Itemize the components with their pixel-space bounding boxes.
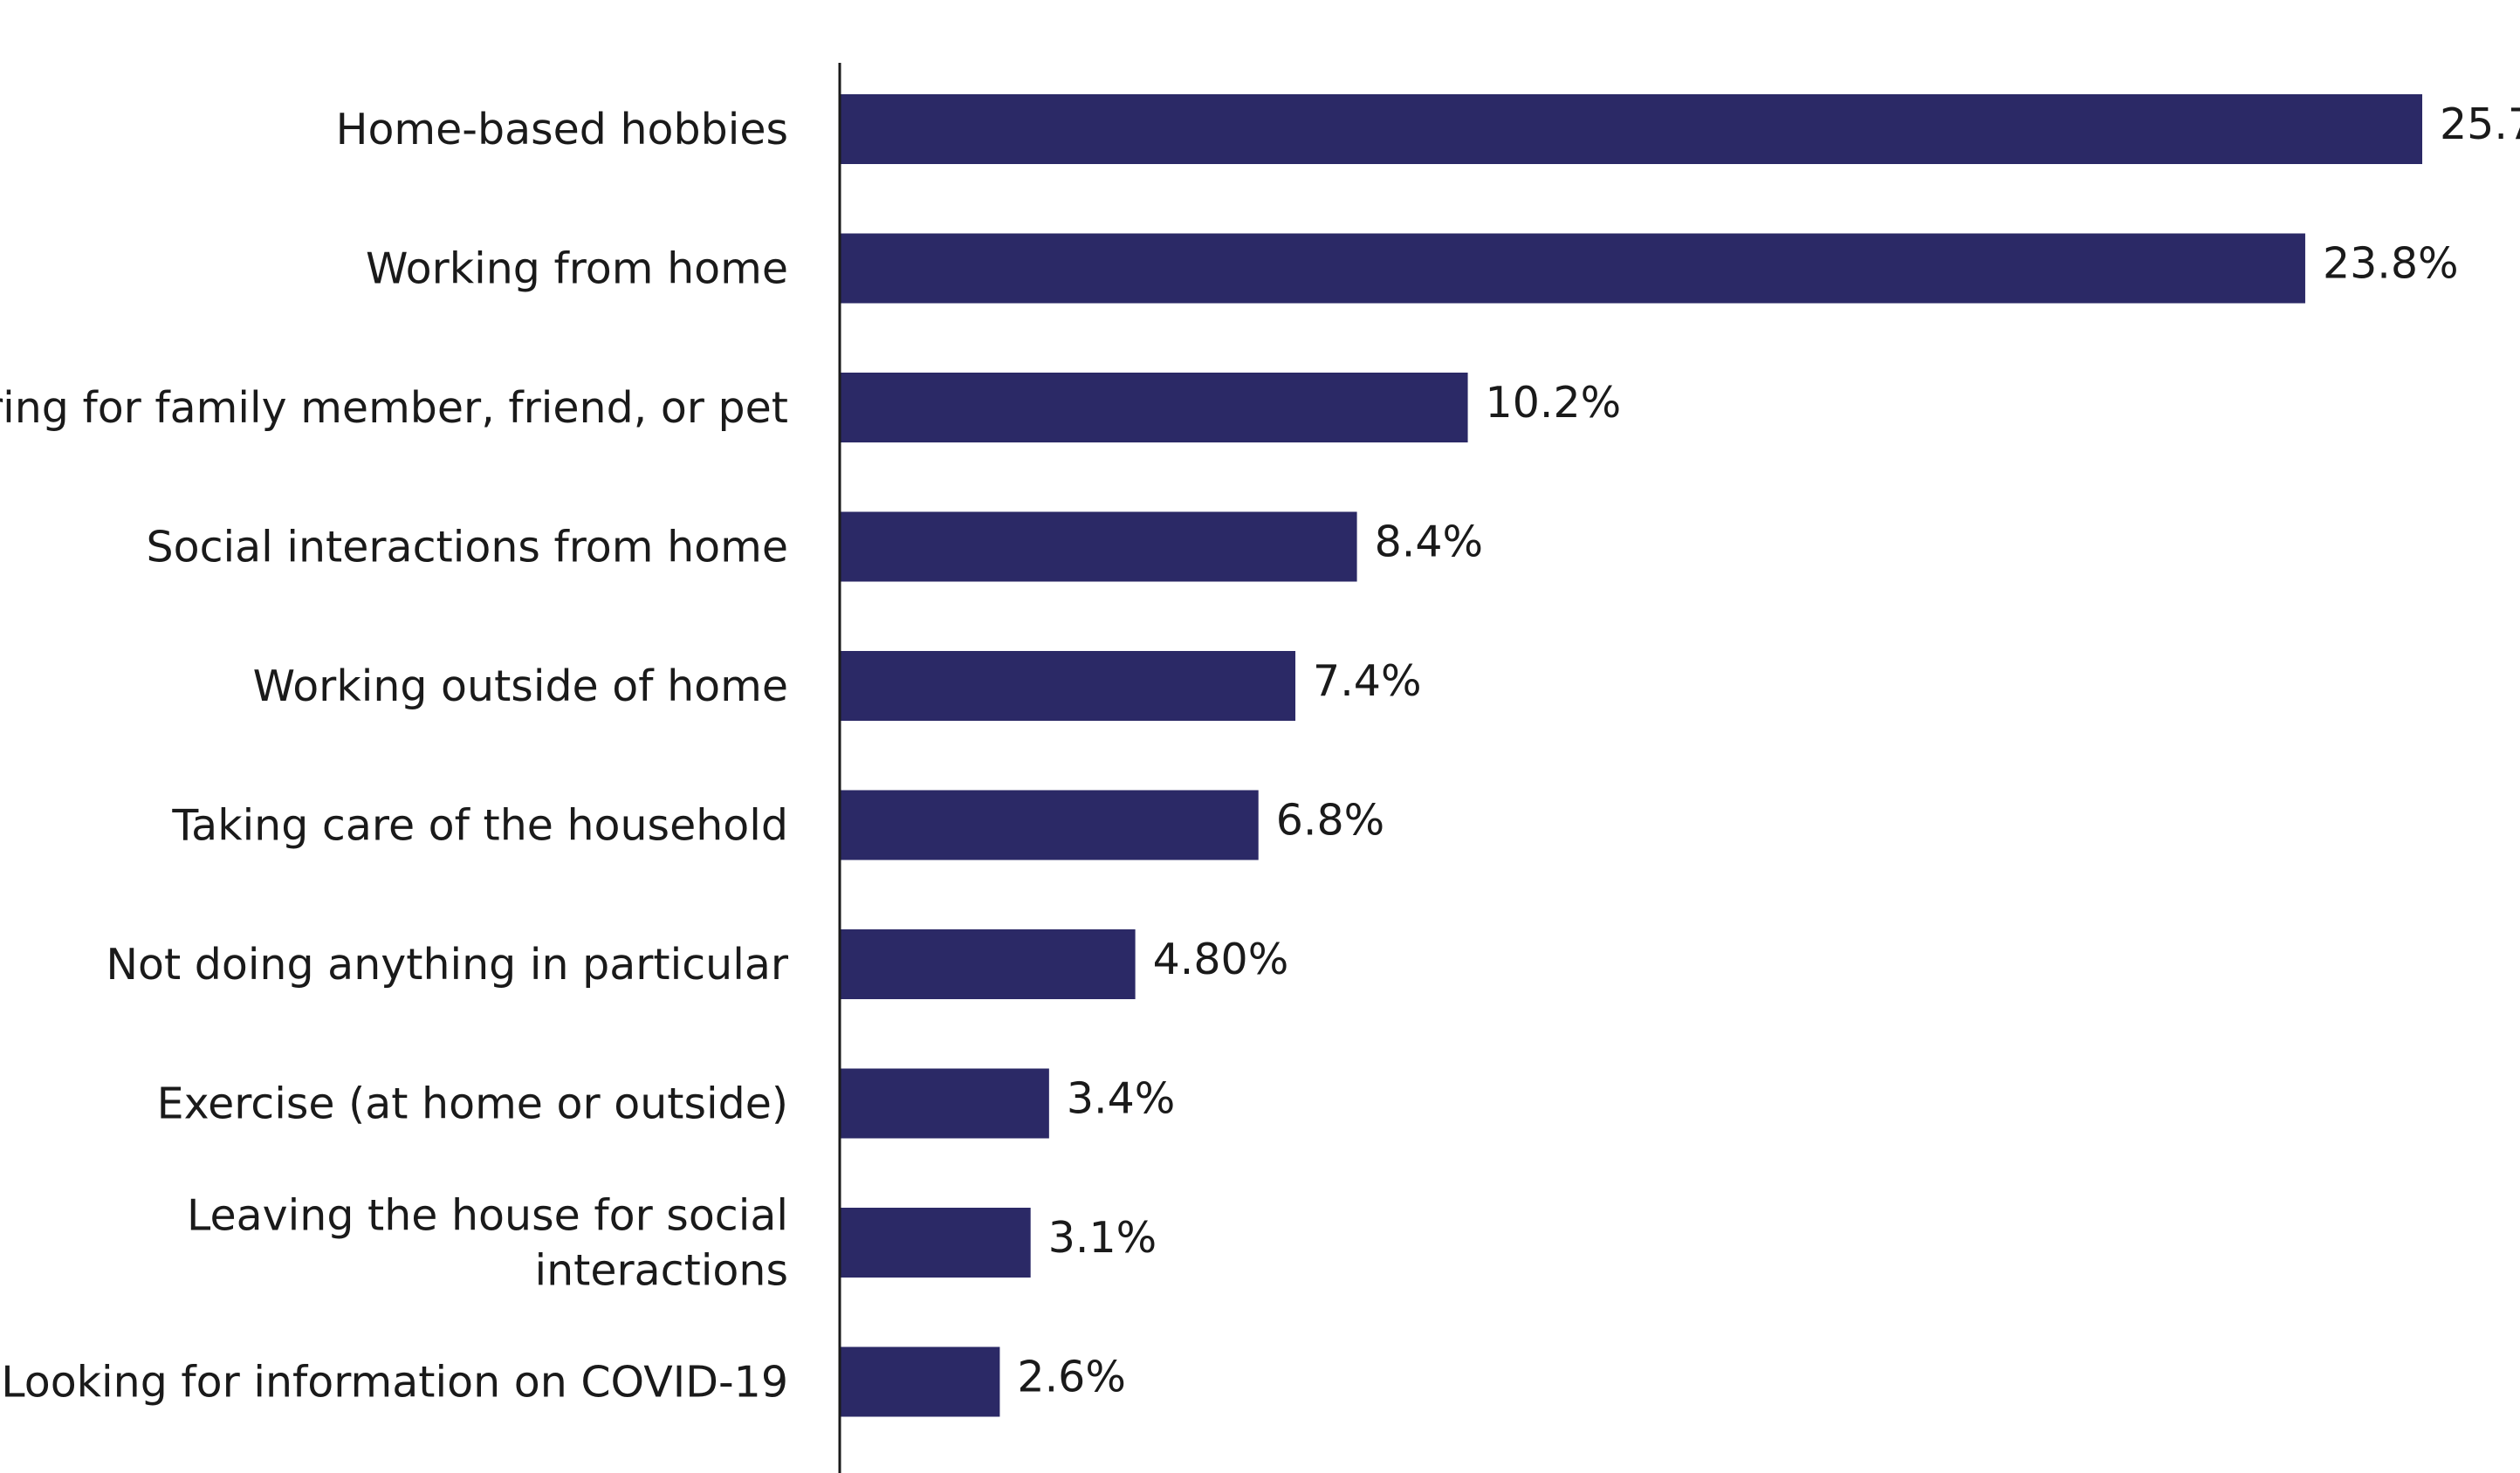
category-label-line: Leaving the house for social (187, 1191, 788, 1241)
category-label-9: Looking for information on COVID-19 (1, 1358, 788, 1408)
bar-4 (840, 651, 1296, 721)
value-label-4: 7.4% (1313, 656, 1422, 706)
category-label-line: Working from home (366, 244, 788, 294)
category-label-line: Social interactions from home (147, 523, 788, 572)
value-label-7: 3.4% (1067, 1074, 1176, 1124)
bar-6 (840, 929, 1136, 999)
value-label-1: 23.8% (2323, 239, 2459, 289)
category-label-line: Working outside of home (253, 661, 788, 711)
value-label-2: 10.2% (1486, 378, 1622, 428)
value-label-8: 3.1% (1048, 1213, 1157, 1263)
category-label-4: Working outside of home (253, 661, 788, 711)
category-label-line: interactions (534, 1246, 788, 1296)
category-label-line: Looking for information on COVID-19 (1, 1358, 788, 1408)
bar-0 (840, 94, 2422, 164)
category-label-2: Caring for family member, friend, or pet (0, 383, 788, 433)
category-label-1: Working from home (366, 244, 788, 294)
category-label-8: Leaving the house for social interactions (187, 1191, 788, 1296)
category-label-5: Taking care of the household (171, 801, 788, 851)
category-label-6: Not doing anything in particular (106, 940, 789, 990)
value-label-3: 8.4% (1375, 517, 1484, 567)
value-label-0: 25.7% (2440, 99, 2520, 149)
bar-2 (840, 373, 1468, 442)
value-label-9: 2.6% (1017, 1353, 1126, 1402)
bar-5 (840, 790, 1259, 860)
value-label-6: 4.80% (1153, 935, 1289, 984)
category-label-line: Exercise (at home or outside) (157, 1079, 788, 1129)
bar-3 (840, 511, 1357, 582)
category-label-line: Taking care of the household (171, 801, 788, 851)
bar-7 (840, 1068, 1049, 1139)
value-label-5: 6.8% (1276, 796, 1385, 846)
bar-9 (840, 1346, 1000, 1417)
bar-1 (840, 233, 2305, 304)
bars-group (840, 94, 2422, 1417)
category-label-3: Social interactions from home (147, 523, 788, 572)
category-label-line: Caring for family member, friend, or pet (0, 383, 788, 433)
category-label-line: Home-based hobbies (336, 105, 788, 154)
category-label-7: Exercise (at home or outside) (157, 1079, 788, 1129)
value-labels: 25.7% 23.8% 10.2% 8.4% 7.4% 6.8% 4.80% 3.4% 3.1%… (1017, 99, 2520, 1402)
category-label-0: Home-based hobbies (336, 105, 788, 154)
bar-8 (840, 1208, 1031, 1278)
category-label-line: Not doing anything in particular (106, 940, 789, 990)
category-labels: Home-based hobbies Working from home Carin… (0, 105, 789, 1408)
